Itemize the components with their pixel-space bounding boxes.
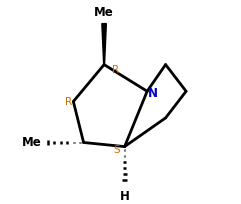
Text: Me: Me bbox=[94, 7, 114, 19]
Text: R: R bbox=[112, 64, 120, 74]
Text: N: N bbox=[148, 87, 158, 100]
Text: R: R bbox=[65, 97, 72, 107]
Text: H: H bbox=[120, 189, 130, 202]
Text: S: S bbox=[114, 144, 120, 154]
Polygon shape bbox=[102, 24, 106, 65]
Text: Me: Me bbox=[22, 135, 42, 148]
